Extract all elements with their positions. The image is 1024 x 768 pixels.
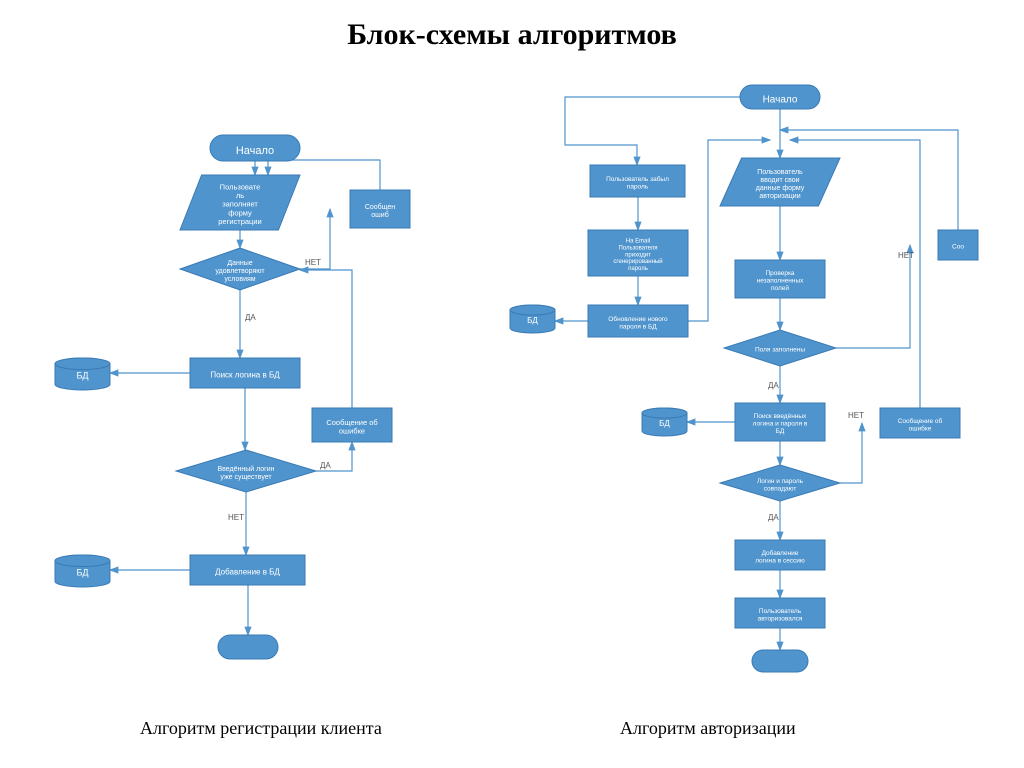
node-label: Добавление (762, 549, 799, 557)
node-label: Соо (952, 244, 964, 251)
flow-node-r_session: Добавлениелогина в сессию (735, 540, 825, 570)
flow-node-l_err1: Сообщеношиб (350, 190, 410, 228)
flow-node-l_err2: Сообщение обошибке (312, 408, 392, 442)
flow-node-r_auth: Пользовательавторизовался (735, 598, 825, 628)
node-label: Пользователь забыл (606, 175, 669, 183)
node-label: приходит (625, 252, 651, 258)
flow-node-r_err1: Соо (938, 230, 978, 260)
flowchart-canvas: ДА НЕТ ДА НЕТ НЕТ ДА НЕТ ДА Начало Пользовательза… (0, 0, 1024, 768)
edge-label: ДА (768, 381, 779, 390)
flow-node-r_search: Поиск введённыхлогина и пароля вБД (735, 403, 825, 441)
edge-label: НЕТ (228, 513, 244, 522)
flow-node-l_end (218, 635, 278, 659)
edge-label: ДА (768, 513, 779, 522)
node-label: ошиб (371, 211, 388, 219)
edge-label: НЕТ (898, 251, 914, 260)
node-label: БД (776, 428, 785, 435)
node-label: БД (76, 370, 88, 380)
flow-edge (840, 423, 862, 483)
flow-node-r_err2: Сообщение обошибке (880, 408, 960, 438)
flow-edge (836, 245, 910, 348)
flow-node-r_db1: БД (510, 305, 555, 333)
node-label: Начало (763, 95, 798, 106)
node-label: Пользователь (759, 608, 802, 615)
flow-node-l_add: Добавление в БД (190, 555, 305, 585)
node-label: БД (76, 567, 88, 577)
flow-node-l_db2: БД (55, 555, 110, 587)
node-label: Пользователя (618, 245, 657, 251)
flow-node-l_valid: Данныеудовлетворяютусловиям (180, 248, 300, 290)
edge-label: НЕТ (305, 258, 321, 267)
node-label: Сообщен (365, 203, 395, 211)
flow-node-r_match: Логин и парольсовпадают (720, 465, 840, 501)
node-label: авторизации (759, 193, 800, 200)
node-label: данные форму (756, 185, 805, 192)
flow-edge (565, 97, 740, 165)
node-label: Поля заполнены (755, 347, 805, 354)
flow-node-l_start: Начало (210, 135, 300, 161)
flow-node-r_email: На EmailПользователяприходитсгенерирован… (588, 230, 688, 276)
flow-node-l_search: Поиск логина в БД (190, 358, 300, 388)
node-label: пароль (627, 183, 649, 190)
flow-node-r_check: Проверканезаполненныхполей (735, 260, 825, 298)
node-label: незаполненных (757, 278, 804, 285)
node-label: Поиск введённых (754, 413, 807, 420)
node-label: совпадают (764, 485, 797, 492)
node-label: Данные (227, 260, 252, 267)
node-label: Начало (236, 145, 274, 157)
node-label: логина в сессию (755, 557, 805, 564)
flow-node-l_exists: Введённый логинуже существует (176, 450, 316, 492)
node-label: удовлетворяют (215, 268, 265, 275)
node-label: уже существует (220, 474, 272, 481)
node-label: полей (771, 284, 789, 292)
node-label: логина и пароля в (753, 421, 808, 428)
flow-node-r_start: Начало (740, 85, 820, 109)
edge-label: ДА (245, 313, 256, 322)
node-label: ошибке (909, 424, 932, 432)
node-label: На Email (626, 239, 650, 245)
edge-label: НЕТ (848, 411, 864, 420)
node-label: условиям (224, 276, 255, 283)
node-label: Поиск логина в БД (210, 370, 280, 379)
flow-node-l_db1: БД (55, 358, 110, 390)
node-label: Добавление в БД (215, 567, 280, 576)
node-label: Введённый логин (217, 465, 274, 473)
node-label: Пользователь (757, 169, 803, 176)
flow-node-l_form: Пользовательзаполняетформурегистрации (180, 175, 300, 230)
flow-node-r_end (752, 650, 808, 672)
node-label: авторизовался (758, 615, 803, 622)
flow-node-r_db2: БД (642, 408, 687, 436)
node-label: ошибке (339, 426, 365, 435)
node-label: БД (527, 316, 538, 325)
flow-edge (300, 270, 352, 408)
flow-node-r_filled: Поля заполнены (724, 330, 836, 366)
node-label: пароль (628, 266, 648, 272)
flow-node-r_update: Обновление новогопароля в БД (588, 305, 688, 337)
node-label: вводит свои (760, 177, 799, 184)
node-label: регистрации (218, 217, 261, 226)
node-label: Логин и пароль (757, 478, 804, 485)
node-label: БД (659, 419, 670, 428)
node-label: Сообщение об (898, 417, 943, 425)
node-label: сгенерированный (613, 258, 662, 265)
node-label: пароля в БД (619, 323, 657, 330)
edge-label: ДА (320, 461, 331, 470)
flow-node-r_forgot: Пользователь забылпароль (590, 165, 685, 197)
node-label: Проверка (765, 270, 794, 277)
node-label: Обновление нового (608, 315, 668, 323)
flow-node-r_input: Пользовательвводит своиданные формуавтор… (720, 158, 840, 206)
